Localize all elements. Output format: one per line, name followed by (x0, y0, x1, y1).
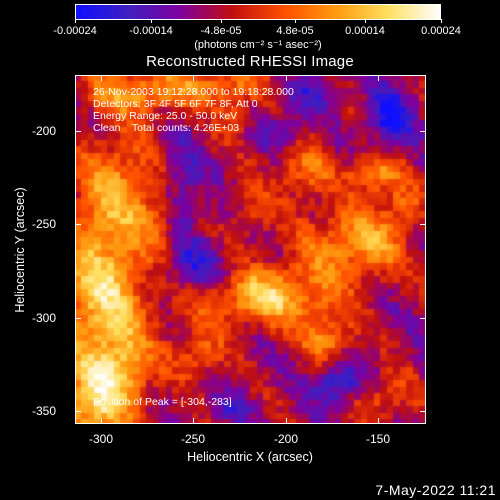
colorbar-tick (441, 19, 442, 23)
y-tick-label: -300 (32, 311, 57, 325)
annotation-energy-range: Energy Range: 25.0 - 50.0 keV (93, 110, 238, 122)
annotation-peak-position: Position of Peak = [-304,-283] (93, 396, 232, 408)
y-axis-tick (75, 131, 81, 132)
y-axis-tick (75, 224, 81, 225)
x-axis-tick (101, 418, 102, 424)
colorbar-tick-label: -4.8e-05 (200, 25, 242, 37)
y-axis-tick (420, 131, 426, 132)
x-axis-tick (101, 75, 102, 81)
colorbar-tick (151, 19, 152, 23)
colorbar (75, 4, 441, 20)
x-axis-tick (286, 75, 287, 81)
y-axis-tick (420, 224, 426, 225)
plot-title: Reconstructed RHESSI Image (146, 53, 354, 70)
colorbar-tick (365, 19, 366, 23)
annotation-clean-counts: Clean Total counts: 4.26E+03 (93, 122, 240, 134)
x-axis-tick (286, 418, 287, 424)
colorbar-tick-label: 0.00014 (345, 25, 385, 37)
colorbar-tick-label: -0.00024 (53, 25, 97, 37)
colorbar-tick-label: 4.8e-05 (276, 25, 314, 37)
x-axis-tick (193, 75, 194, 81)
colorbar-tick-label: 0.00024 (421, 25, 461, 37)
colorbar-tick (221, 19, 222, 23)
colorbar-tick-label: -0.00014 (129, 25, 173, 37)
y-axis-tick (420, 411, 426, 412)
x-axis-tick (378, 75, 379, 81)
y-axis-tick (75, 318, 81, 319)
x-axis-label: Heliocentric X (arcsec) (187, 450, 313, 464)
annotation-time-range: 26-Nov-2003 19:12:28.000 to 19:18:28.000 (93, 86, 294, 98)
x-tick-label: -300 (88, 432, 114, 446)
timestamp: 7-May-2022 11:21 (375, 482, 496, 498)
heatmap-image (75, 75, 426, 424)
x-tick-label: -200 (273, 432, 299, 446)
colorbar-units-label: (photons cm⁻² s⁻¹ asec⁻²) (194, 39, 322, 51)
y-axis-tick (420, 318, 426, 319)
x-axis-tick (193, 418, 194, 424)
y-tick-label: -350 (32, 404, 57, 418)
y-axis-tick (75, 411, 81, 412)
annotation-detectors: Detectors: 3F 4F 5F 6F 7F 8F, Att 0 (93, 98, 258, 110)
x-tick-label: -250 (180, 432, 206, 446)
y-tick-label: -200 (32, 124, 57, 138)
plot-frame (75, 75, 426, 424)
x-axis-tick (378, 418, 379, 424)
x-tick-label: -150 (365, 432, 391, 446)
colorbar-tick (75, 19, 76, 23)
y-axis-label: Heliocentric Y (arcsec) (13, 187, 27, 313)
y-tick-label: -250 (32, 217, 57, 231)
colorbar-tick (295, 19, 296, 23)
